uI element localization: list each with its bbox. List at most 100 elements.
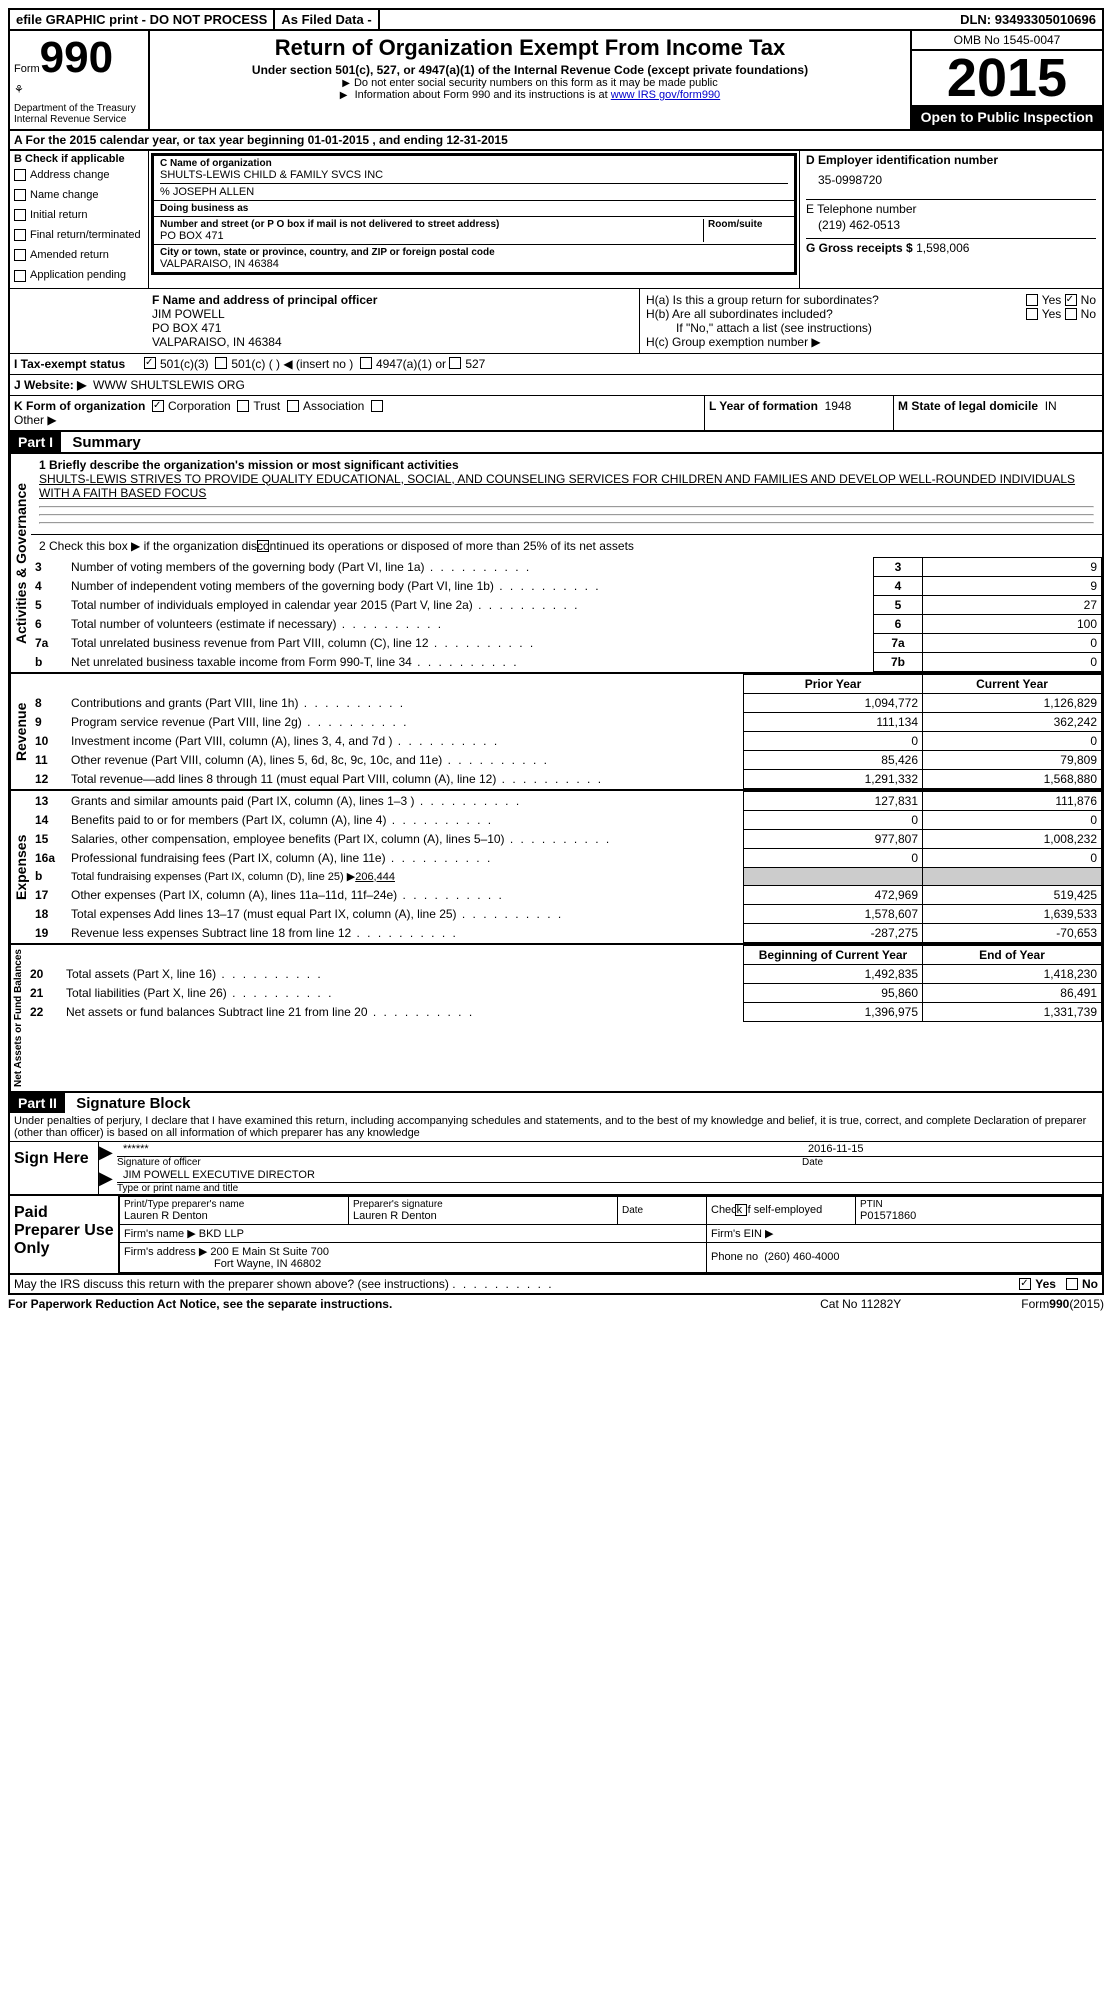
- check-item: Name change: [14, 185, 144, 205]
- netassets-row: 20Total assets (Part X, line 16)1,492,83…: [26, 964, 1102, 983]
- revenue-row: 8Contributions and grants (Part VIII, li…: [31, 693, 1102, 712]
- gov-row: 4Number of independent voting members of…: [31, 576, 1102, 595]
- col-h: H(a) Is this a group return for subordin…: [640, 289, 1102, 353]
- open-inspection: Open to Public Inspection: [912, 105, 1102, 129]
- part-i-title: Summary: [64, 432, 148, 453]
- row-k: K Form of organization Corporation Trust…: [10, 396, 705, 430]
- gross-receipts: 1,598,006: [916, 241, 969, 255]
- paperwork-notice: For Paperwork Reduction Act Notice, see …: [8, 1297, 392, 1311]
- row-klm: K Form of organization Corporation Trust…: [8, 396, 1104, 432]
- irs-link[interactable]: www IRS gov/form990: [611, 89, 720, 101]
- state-domicile: IN: [1045, 399, 1057, 413]
- city: VALPARAISO, IN 46384: [160, 258, 788, 270]
- asfiled-label: As Filed Data -: [275, 10, 379, 29]
- k-other-label: Other ▶: [14, 413, 57, 427]
- h-c: H(c) Group exemption number ▶: [646, 335, 1096, 349]
- form-title: Return of Organization Exempt From Incom…: [158, 35, 902, 61]
- f-label: F Name and address of principal officer: [152, 293, 377, 307]
- i-501c-checkbox[interactable]: [215, 357, 227, 369]
- title-box: Return of Organization Exempt From Incom…: [150, 31, 910, 129]
- l-label: L Year of formation: [709, 399, 818, 413]
- discuss-yes-checkbox[interactable]: [1019, 1278, 1031, 1290]
- k-label: K Form of organization: [14, 399, 145, 413]
- k-trust-checkbox[interactable]: [237, 400, 249, 412]
- form-footer: Form990(2015): [1021, 1297, 1104, 1311]
- gov-row: 5Total number of individuals employed in…: [31, 595, 1102, 614]
- check-initial-return[interactable]: [14, 209, 26, 221]
- side-netassets: Net Assets or Fund Balances: [10, 945, 26, 1091]
- expense-row: 15Salaries, other compensation, employee…: [31, 829, 1102, 848]
- city-field: City or town, state or province, country…: [154, 245, 794, 272]
- self-employed-cell: Check if self-employed: [707, 1196, 856, 1224]
- ha-yes-checkbox[interactable]: [1026, 294, 1038, 306]
- check-item: Initial return: [14, 205, 144, 225]
- officer-name: JIM POWELL: [152, 307, 635, 321]
- ha-no-checkbox[interactable]: [1065, 294, 1077, 306]
- check-item: Final return/terminated: [14, 225, 144, 245]
- part-ii: Part II Signature Block Under penalties …: [8, 1093, 1104, 1275]
- check-item: Amended return: [14, 245, 144, 265]
- revenue-row: 9Program service revenue (Part VIII, lin…: [31, 712, 1102, 731]
- check-amended-return[interactable]: [14, 249, 26, 261]
- self-employed-checkbox[interactable]: [735, 1204, 747, 1216]
- revenue-row: 11Other revenue (Part VIII, column (A), …: [31, 750, 1102, 769]
- discuss-row: May the IRS discuss this return with the…: [8, 1275, 1104, 1295]
- website: WWW SHULTSLEWIS ORG: [93, 378, 245, 392]
- preparer-signature: Lauren R Denton: [353, 1210, 437, 1222]
- col-beginning: Beginning of Current Year: [744, 945, 923, 964]
- hb-yes-checkbox[interactable]: [1026, 308, 1038, 320]
- q2-checkbox[interactable]: [257, 540, 269, 552]
- check-final-return-terminated[interactable]: [14, 229, 26, 241]
- revenue-row: 10Investment income (Part VIII, column (…: [31, 731, 1102, 750]
- street-field: Number and street (or P O box if mail is…: [154, 217, 794, 245]
- expense-row: 19Revenue less expenses Subtract line 18…: [31, 923, 1102, 942]
- check-item: Address change: [14, 165, 144, 185]
- org-info-block: B Check if applicable Address changeName…: [8, 151, 1104, 289]
- cat-no: Cat No 11282Y: [820, 1297, 901, 1311]
- q1-label: 1 Briefly describe the organization's mi…: [39, 458, 459, 472]
- i-501c3-checkbox[interactable]: [144, 357, 156, 369]
- paid-preparer-label: Paid Preparer Use Only: [10, 1196, 119, 1273]
- row-m: M State of legal domicile IN: [894, 396, 1102, 430]
- check-name-change[interactable]: [14, 189, 26, 201]
- k-other-checkbox[interactable]: [371, 400, 383, 412]
- k-assoc-checkbox[interactable]: [287, 400, 299, 412]
- netassets-row: 21Total liabilities (Part X, line 26)95,…: [26, 983, 1102, 1002]
- col-end: End of Year: [923, 945, 1102, 964]
- subtitle: Under section 501(c), 527, or 4947(a)(1)…: [158, 63, 902, 77]
- expense-row: 17Other expenses (Part IX, column (A), l…: [31, 885, 1102, 904]
- hb-no-checkbox[interactable]: [1065, 308, 1077, 320]
- check-application-pending[interactable]: [14, 270, 26, 282]
- j-label: J Website: ▶: [14, 378, 86, 392]
- netassets-row: 22Net assets or fund balances Subtract l…: [26, 1002, 1102, 1021]
- note-info: Information about Form 990 and its instr…: [158, 89, 902, 101]
- ein: 35-0998720: [806, 167, 1096, 199]
- k-corp-checkbox[interactable]: [152, 400, 164, 412]
- side-revenue: Revenue: [10, 674, 31, 789]
- form-label: Form: [14, 63, 40, 75]
- h-a: H(a) Is this a group return for subordin…: [646, 293, 1096, 307]
- row-l: L Year of formation 1948: [705, 396, 894, 430]
- tax-year: 2015: [912, 51, 1102, 105]
- col-c: C Name of organization SHULTS-LEWIS CHIL…: [149, 151, 800, 288]
- dln-value: 93493305010696: [995, 12, 1096, 27]
- mission-text: SHULTS-LEWIS STRIVES TO PROVIDE QUALITY …: [39, 472, 1075, 500]
- part-i-hdr: Part I: [10, 432, 61, 452]
- part-ii-hdr: Part II: [10, 1093, 65, 1113]
- i-527-checkbox[interactable]: [449, 357, 461, 369]
- check-address-change[interactable]: [14, 169, 26, 181]
- phone: (219) 462-0513: [806, 216, 1096, 238]
- org-name-field: C Name of organization SHULTS-LEWIS CHIL…: [154, 156, 794, 201]
- phone-label: E Telephone number: [806, 199, 1096, 216]
- room-label: Room/suite: [708, 219, 788, 230]
- firm-name: BKD LLP: [199, 1228, 244, 1240]
- sign-here-label: Sign Here: [10, 1142, 99, 1194]
- gov-row: 6Total number of volunteers (estimate if…: [31, 614, 1102, 633]
- col-current: Current Year: [923, 674, 1102, 693]
- form-box: Form990 ⚘ Department of the Treasury Int…: [10, 31, 150, 129]
- discuss-no-checkbox[interactable]: [1066, 1278, 1078, 1290]
- officer-signature[interactable]: ******: [117, 1142, 802, 1157]
- i-4947-checkbox[interactable]: [360, 357, 372, 369]
- part-ii-title: Signature Block: [68, 1093, 198, 1114]
- firm-phone: (260) 460-4000: [764, 1251, 839, 1263]
